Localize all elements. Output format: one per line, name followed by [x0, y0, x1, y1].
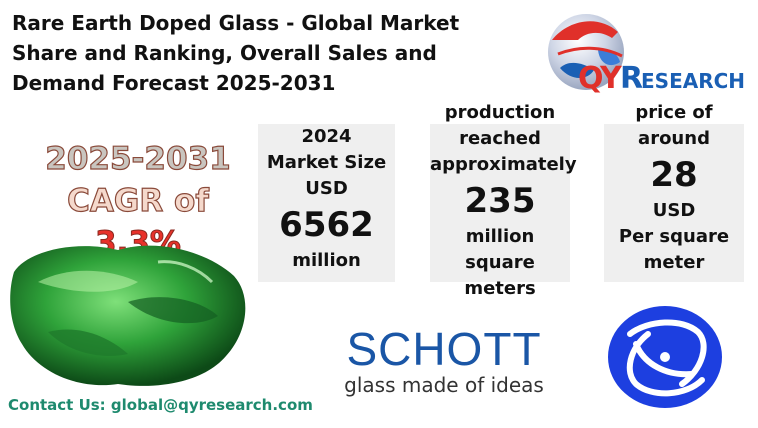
title-line-3: Demand Forecast 2025-2031: [12, 71, 336, 95]
cagr-label: CAGR of: [67, 182, 210, 219]
cagr-years: 2025-2031: [45, 140, 232, 177]
price-label-2: around: [638, 128, 710, 149]
market-unit: million: [292, 250, 361, 271]
schott-tagline: glass made of ideas: [344, 373, 544, 397]
price-value: 28: [650, 155, 698, 195]
production-value: 235: [464, 181, 536, 221]
market-size-card: 2024 Market Size USD 6562 million: [258, 124, 395, 282]
production-card: production reached approximately 235 mil…: [430, 102, 577, 299]
production-unit-2: meters: [464, 278, 536, 299]
price-label-1: price of: [635, 102, 713, 123]
qyresearch-logo: Q Y R ESEARCH: [548, 14, 745, 96]
price-unit-1: USD: [652, 200, 696, 221]
schott-logo: SCHOTT glass made of ideas: [338, 326, 550, 400]
price-unit-3: meter: [643, 252, 705, 273]
title-line-2: Share and Ranking, Overall Sales and: [12, 41, 437, 65]
production-label-1: production: [444, 102, 556, 123]
logo-r: R: [620, 61, 643, 96]
logo-rest: ESEARCH: [641, 69, 745, 93]
title-line-1: Rare Earth Doped Glass - Global Market: [12, 11, 460, 35]
price-card: price of around 28 USD Per square meter: [604, 102, 744, 282]
cagr-block: 2025-2031 CAGR of 3.3%: [28, 138, 248, 264]
logo-y: Y: [599, 61, 623, 96]
green-glass-image: [10, 245, 246, 386]
atom-emblem-icon: [608, 306, 722, 408]
logo-q: Q: [578, 61, 604, 96]
globe-icon: [548, 14, 624, 90]
market-currency: USD: [305, 178, 348, 199]
production-label-2: reached: [459, 128, 541, 149]
market-label: Market Size: [266, 152, 387, 173]
market-value: 6562: [279, 205, 374, 245]
production-label-3: approximately: [430, 154, 577, 175]
schott-wordmark: SCHOTT: [346, 323, 542, 375]
contact-line[interactable]: Contact Us: global@qyresearch.com: [8, 396, 313, 414]
production-unit-1: million square: [465, 226, 535, 273]
page-title: Rare Earth Doped Glass - Global Market S…: [12, 8, 512, 98]
price-unit-2: Per square: [618, 226, 730, 247]
market-year: 2024: [301, 126, 352, 147]
